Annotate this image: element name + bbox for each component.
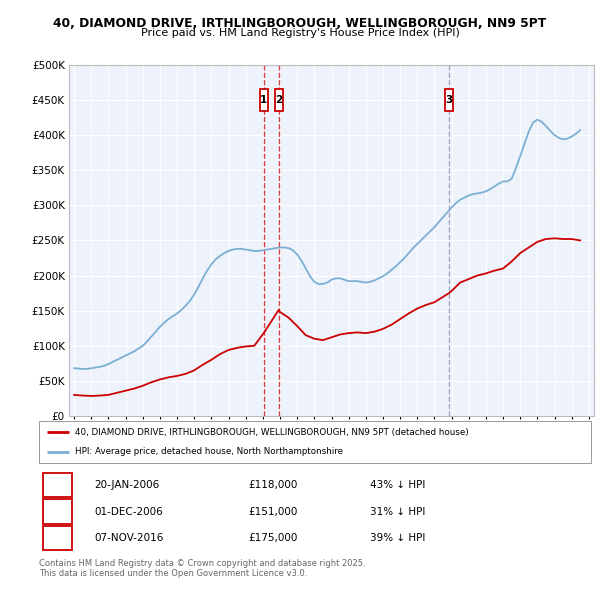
- Text: This data is licensed under the Open Government Licence v3.0.: This data is licensed under the Open Gov…: [39, 569, 307, 578]
- Text: 3: 3: [445, 95, 452, 105]
- Text: 1: 1: [53, 480, 61, 490]
- Text: £151,000: £151,000: [249, 507, 298, 516]
- Text: £175,000: £175,000: [249, 533, 298, 543]
- Text: 2: 2: [53, 507, 61, 516]
- Text: 39% ↓ HPI: 39% ↓ HPI: [370, 533, 425, 543]
- Text: 01-DEC-2006: 01-DEC-2006: [94, 507, 163, 516]
- Text: 1: 1: [260, 95, 268, 105]
- FancyBboxPatch shape: [260, 90, 268, 110]
- Text: 20-JAN-2006: 20-JAN-2006: [94, 480, 160, 490]
- Text: 40, DIAMOND DRIVE, IRTHLINGBOROUGH, WELLINGBOROUGH, NN9 5PT (detached house): 40, DIAMOND DRIVE, IRTHLINGBOROUGH, WELL…: [75, 428, 469, 437]
- Text: HPI: Average price, detached house, North Northamptonshire: HPI: Average price, detached house, Nort…: [75, 447, 343, 456]
- Text: Contains HM Land Registry data © Crown copyright and database right 2025.: Contains HM Land Registry data © Crown c…: [39, 559, 365, 568]
- FancyBboxPatch shape: [275, 90, 283, 110]
- FancyBboxPatch shape: [445, 90, 453, 110]
- Text: 40, DIAMOND DRIVE, IRTHLINGBOROUGH, WELLINGBOROUGH, NN9 5PT: 40, DIAMOND DRIVE, IRTHLINGBOROUGH, WELL…: [53, 17, 547, 30]
- Text: 3: 3: [53, 533, 61, 543]
- Text: 31% ↓ HPI: 31% ↓ HPI: [370, 507, 425, 516]
- FancyBboxPatch shape: [43, 526, 71, 550]
- Text: £118,000: £118,000: [249, 480, 298, 490]
- Text: 2: 2: [275, 95, 282, 105]
- Text: 07-NOV-2016: 07-NOV-2016: [94, 533, 164, 543]
- FancyBboxPatch shape: [43, 499, 71, 524]
- Text: 43% ↓ HPI: 43% ↓ HPI: [370, 480, 425, 490]
- FancyBboxPatch shape: [43, 473, 71, 497]
- Text: Price paid vs. HM Land Registry's House Price Index (HPI): Price paid vs. HM Land Registry's House …: [140, 28, 460, 38]
